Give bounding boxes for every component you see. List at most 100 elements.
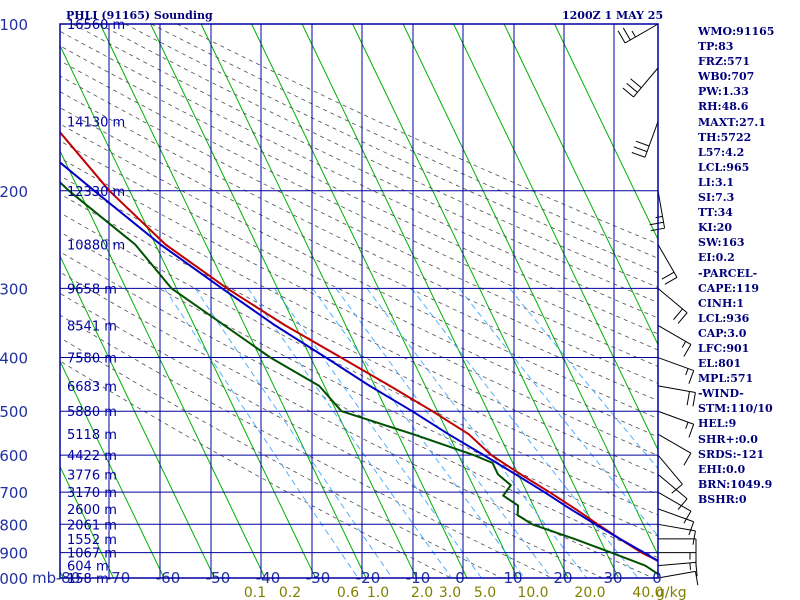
height-label: 5880 m [67,405,117,420]
dry-adiabat-line [60,60,658,351]
index-item: BSHR:0 [698,492,747,506]
pressure-tick-label: 600 [0,447,28,465]
index-item: SI:7.3 [698,191,735,205]
height-label: 6683 m [67,380,117,395]
wind-barb-flag [633,146,648,153]
grid-lines [60,24,658,578]
mixing-ratio-line [274,288,482,578]
dewpoint-trace [60,180,658,576]
wind-barb [622,67,659,98]
mixing-ratio-lines [164,288,658,578]
pressure-axis-labels: 100 200 300 400 500 600 700 800 900 1000mb [0,16,56,588]
height-label: 2061 m [67,518,117,533]
wind-barb-flag [649,221,664,226]
dry-adiabat-line [60,231,658,537]
wind-barb [657,433,692,466]
dry-adiabat-line [60,193,658,496]
wind-barb-flag [671,483,683,494]
mixing-ratio-label: 40.0 [632,585,663,600]
pressure-tick-label: 500 [0,403,28,421]
height-label: 8541 m [67,319,117,334]
index-item: WMO:91165 [698,25,775,38]
mixing-ratio-label: 0.2 [279,585,301,600]
index-item: SHR+:0.0 [698,432,758,446]
wind-barb-flag [688,521,695,536]
sounding-time: 1200Z 1 MAY 25 [562,9,664,22]
pressure-tick-label: 300 [0,280,28,298]
height-label: 10880 m [67,238,125,253]
mixing-ratio-line [458,288,658,537]
dry-adiabat-line [60,292,603,578]
wind-barb-flag [688,370,695,384]
index-item: FRZ:571 [698,55,751,69]
index-item: STM:110/10 [698,402,773,416]
wind-barb-staff [624,23,659,44]
index-item: -PARCEL- [698,266,758,280]
mixing-ratio-label: 0.6 [337,585,359,600]
index-item: CINH:1 [698,296,745,310]
wind-barb [617,23,659,44]
index-item: LI:3.1 [698,175,735,189]
pressure-axis-unit: mb [32,569,56,587]
index-item: PW:1.33 [698,85,749,99]
mixing-ratio-line [335,288,552,578]
wind-barb-flag [689,562,691,570]
dry-adiabat-line [60,157,658,457]
wind-barb-flag [635,140,650,147]
sounding-traces [60,130,658,576]
dry-adiabat-line [124,24,658,274]
pressure-tick-label: 1000 [0,570,28,588]
wind-barb [657,410,695,438]
mixing-ratio-line [509,288,658,470]
mixing-ratio-unit: g/kg [656,585,687,600]
wind-barb-staff [657,410,694,425]
mixing-ratio-label: 20.0 [574,585,605,600]
height-label: 12330 m [67,185,125,200]
height-label: 14130 m [67,116,125,131]
mixing-ratio-line [164,288,359,578]
index-item: LCL:965 [698,160,750,174]
wind-barb [657,473,688,510]
index-item: HEL:9 [698,417,737,431]
dry-adiabat-line [60,314,553,578]
wind-barb-flag [617,30,626,44]
isotherm-line [453,24,658,452]
wind-barb-flag [655,215,663,219]
wind-barb-staff [657,508,694,523]
wind-barb-staff [644,121,659,158]
isotherm-line [200,24,468,578]
dry-adiabat-line [60,123,658,419]
wind-barb-flag [683,344,692,357]
dry-adiabat-line [60,212,658,516]
wind-barb-staff [633,67,659,98]
dry-adiabat-line [60,91,658,384]
index-item: BRN:1049.9 [698,477,773,491]
wind-barb-staff [657,244,678,278]
index-item: EHI:0.0 [698,462,746,476]
index-item: EL:801 [698,357,742,371]
index-item: KI:20 [698,221,733,235]
height-labels: 16560 m 14130 m 12330 m 10880 m 9658 m 8541 m… [67,18,125,587]
isotherm-line [251,24,518,578]
index-item: MAXT:27.1 [698,115,766,129]
pressure-tick-label: 200 [0,183,28,201]
wind-barb-flag [626,82,638,93]
wind-barb-flag [681,341,687,348]
index-item: EI:0.2 [698,251,735,265]
pressure-tick-label: 900 [0,545,28,563]
isotherm-line [554,24,658,241]
index-item: TP:83 [698,40,734,54]
mixing-ratio-label: 2.0 [411,585,433,600]
wind-barb [657,523,696,545]
wind-barb-flag [630,78,642,89]
wind-barb [657,570,699,586]
index-item: TH:5722 [698,130,752,144]
wind-barb [657,287,688,324]
wind-barb-flag [692,530,696,545]
wind-barb-flag [677,498,688,510]
dry-adiabats [60,24,658,578]
station-title: PHLI (91165) Sounding [66,9,213,22]
wind-barb-flag [677,312,688,324]
wind-barb-flag [683,452,692,466]
